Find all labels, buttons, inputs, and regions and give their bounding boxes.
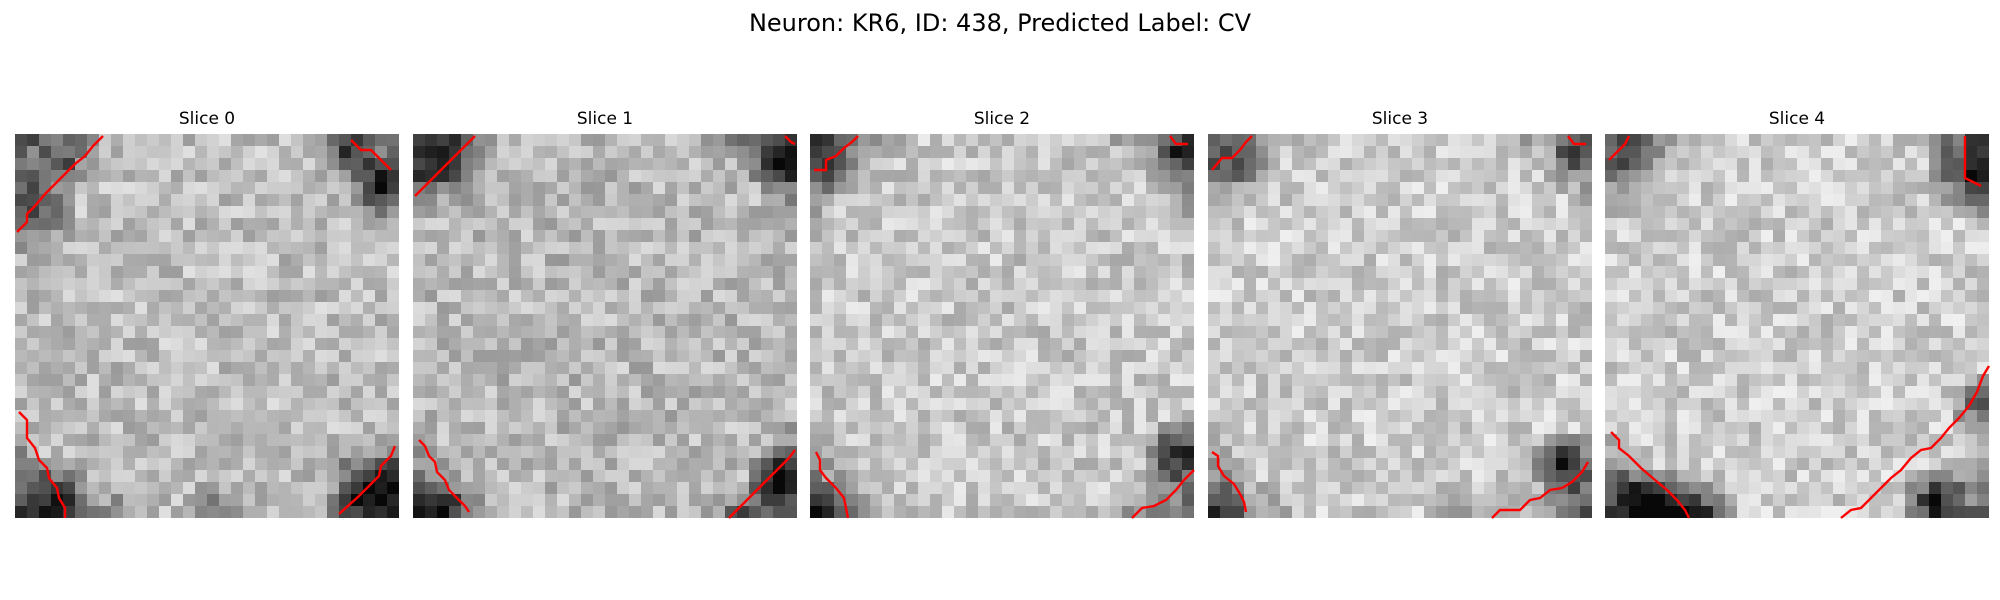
contour-line	[1608, 135, 1631, 161]
contour-line	[18, 411, 67, 518]
slice-image-2	[810, 134, 1194, 518]
contour-line	[1610, 431, 1691, 519]
contour-line	[1963, 136, 1982, 188]
contour-line	[814, 451, 850, 519]
contour-line	[1131, 469, 1195, 519]
slice-title-1: Slice 1	[576, 109, 634, 129]
contour-line	[1567, 135, 1586, 146]
slice-title-2: Slice 2	[973, 109, 1031, 129]
slice-image-0	[15, 134, 399, 518]
contour-overlay-4	[1608, 135, 1991, 519]
contour-line	[418, 439, 470, 513]
contour-line	[414, 135, 476, 197]
contour-overlay-0	[16, 135, 397, 518]
contour-overlay-1	[414, 135, 796, 519]
contour-line	[1491, 461, 1590, 519]
contour-line	[350, 139, 392, 171]
slice-title-4: Slice 4	[1768, 109, 1826, 129]
slice-image-1	[413, 134, 797, 518]
contour-line	[1211, 135, 1253, 171]
contour-line	[814, 135, 859, 172]
contour-line	[1211, 451, 1248, 513]
contour-line	[784, 135, 796, 146]
figure-title: Neuron: KR6, ID: 438, Predicted Label: C…	[748, 9, 1252, 37]
contour-line	[728, 449, 796, 519]
slice-image-3	[1208, 134, 1592, 518]
contour-line	[16, 135, 104, 233]
slice-panel-0: Slice 0	[15, 108, 399, 520]
contour-line	[338, 445, 397, 515]
slice-title-3: Slice 3	[1371, 109, 1429, 129]
slice-panel-1: Slice 1	[413, 108, 797, 520]
contour-overlay-2	[814, 135, 1195, 519]
slice-image-4	[1605, 134, 1989, 518]
slice-panel-3: Slice 3	[1208, 108, 1592, 520]
slice-panel-4: Slice 4	[1605, 108, 1991, 520]
contour-line	[1169, 135, 1188, 146]
contour-line	[1840, 365, 1991, 519]
slice-panel-2: Slice 2	[810, 108, 1195, 520]
contour-overlay-3	[1211, 135, 1590, 519]
slice-title-0: Slice 0	[178, 109, 236, 129]
